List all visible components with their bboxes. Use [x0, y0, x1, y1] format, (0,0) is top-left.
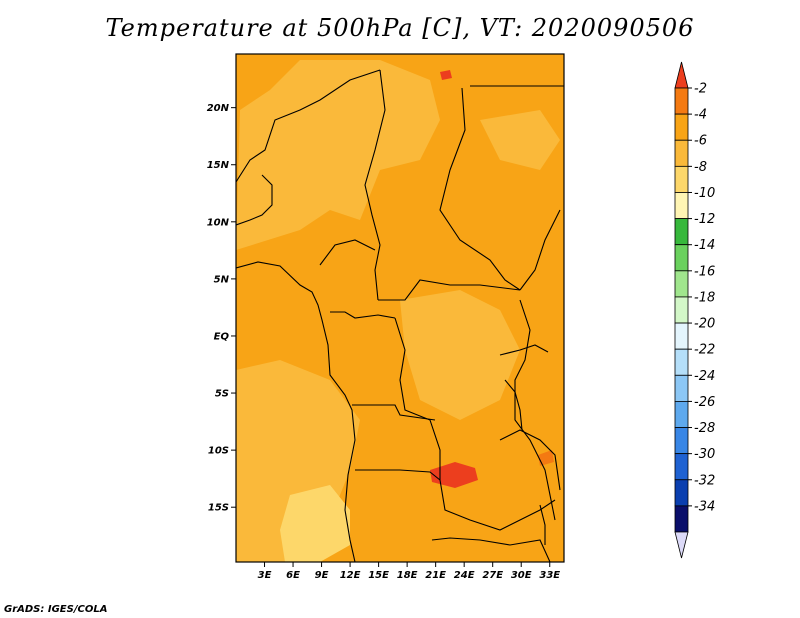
border-car-south [378, 279, 521, 301]
lat-tick-label: EQ [214, 331, 230, 342]
grads-credit: GrADS: IGES/COLA [4, 604, 108, 615]
border-sudan-line [439, 87, 521, 291]
lon-tick-label: 6E [286, 570, 300, 581]
border-angola-south [355, 469, 441, 481]
border-angola-north [352, 404, 436, 421]
lon-tick-label: 27E [482, 570, 503, 581]
lat-tick-label: 5S [215, 389, 229, 400]
colorbar-bottom-arrow [674, 531, 689, 559]
lon-tick-label: 18E [397, 570, 418, 581]
border-gabon-congo [330, 311, 396, 319]
colorbar-swatch [674, 113, 689, 141]
colorbar-swatch [674, 401, 689, 428]
colorbar-swatch [674, 165, 689, 193]
colorbar-swatch [674, 244, 689, 272]
map-title: Temperature at 500hPa [C], VT: 202009050… [105, 14, 695, 42]
field-region-light-center [400, 290, 520, 420]
colorbar-label: -22 [694, 343, 715, 358]
field-region-warm-south [430, 462, 478, 488]
border-nigeria-west [236, 174, 273, 226]
field-region-warm-north [440, 70, 452, 80]
colorbar-swatch [674, 139, 689, 167]
colorbar-label: -24 [694, 369, 715, 384]
colorbar-swatch [674, 218, 689, 246]
colorbar-label: -32 [694, 473, 715, 488]
colorbar-swatch [674, 479, 689, 507]
lon-tick-label: 24E [454, 570, 475, 581]
border-chad-line [364, 69, 386, 301]
colorbar-label: -8 [694, 160, 707, 175]
colorbar-label: -2 [694, 82, 707, 97]
colorbar-swatch [674, 453, 689, 481]
lon-tick-label: 9E [315, 570, 329, 581]
border-zambia-south [431, 537, 551, 562]
longitude-axis: 3E 6E 9E 12E 15E 18E 21E 24E 27E 30E 33E [258, 562, 560, 581]
lon-tick-label: 30E [511, 570, 532, 581]
lake-victoria [499, 344, 549, 356]
field-region-pale-southwest [280, 485, 350, 562]
colorbar-label: -20 [694, 317, 715, 332]
lon-tick-label: 33E [539, 570, 560, 581]
country-borders [236, 69, 564, 562]
lon-tick-label: 3E [258, 570, 272, 581]
lat-tick-label: 20N [207, 103, 230, 114]
colorbar-label: -34 [694, 499, 715, 514]
lat-tick-label: 10S [208, 446, 229, 457]
field-region-warm-east [538, 450, 554, 466]
colorbar-label: -14 [694, 238, 715, 253]
lake-malawi [539, 504, 546, 545]
colorbar-swatch [674, 270, 689, 298]
field-region-light-north [236, 60, 440, 250]
lat-tick-label: 5N [214, 274, 230, 285]
colorbar-swatch [674, 296, 689, 324]
colorbar-label: -4 [694, 108, 707, 123]
field-region-light-northeast [480, 110, 560, 170]
colorbar-swatch [674, 427, 689, 455]
colorbar: -2 -4 -6 -8 -10 -12 -14 -16 -18 -20 -22 -24 -26 -28 -3… [674, 61, 715, 559]
colorbar-label: -6 [694, 134, 707, 149]
colorbar-top-arrow [674, 61, 689, 89]
border-great-lakes [514, 299, 556, 521]
colorbar-label: -26 [694, 395, 715, 410]
temperature-field [236, 54, 564, 562]
lat-tick-label: 10N [207, 217, 230, 228]
colorbar-label: -10 [694, 186, 715, 201]
colorbar-label: -12 [694, 212, 715, 227]
lat-tick-label: 15S [208, 503, 229, 514]
lat-tick-label: 15N [207, 160, 230, 171]
lon-tick-label: 15E [368, 570, 389, 581]
colorbar-swatch [674, 87, 689, 115]
coastline-west [236, 261, 356, 562]
map-frame [235, 53, 565, 563]
latitude-axis: 20N 15N 10N 5N EQ 5S 10S 15S [207, 103, 236, 514]
colorbar-swatch [674, 505, 689, 533]
colorbar-swatch [674, 374, 689, 402]
border-tanzania [499, 429, 561, 491]
colorbar-swatch [674, 192, 689, 219]
colorbar-swatch [674, 348, 689, 376]
lake-tanganyika [504, 379, 523, 431]
colorbar-label: -16 [694, 264, 715, 279]
border-north-west [236, 69, 381, 183]
colorbar-swatch [674, 322, 689, 350]
border-east [519, 209, 561, 291]
border-cameroon [319, 239, 376, 266]
colorbar-label: -30 [694, 447, 715, 462]
colorbar-label: -18 [694, 290, 715, 305]
lon-tick-label: 12E [340, 570, 361, 581]
lon-tick-label: 21E [425, 570, 446, 581]
colorbar-label: -28 [694, 421, 715, 436]
